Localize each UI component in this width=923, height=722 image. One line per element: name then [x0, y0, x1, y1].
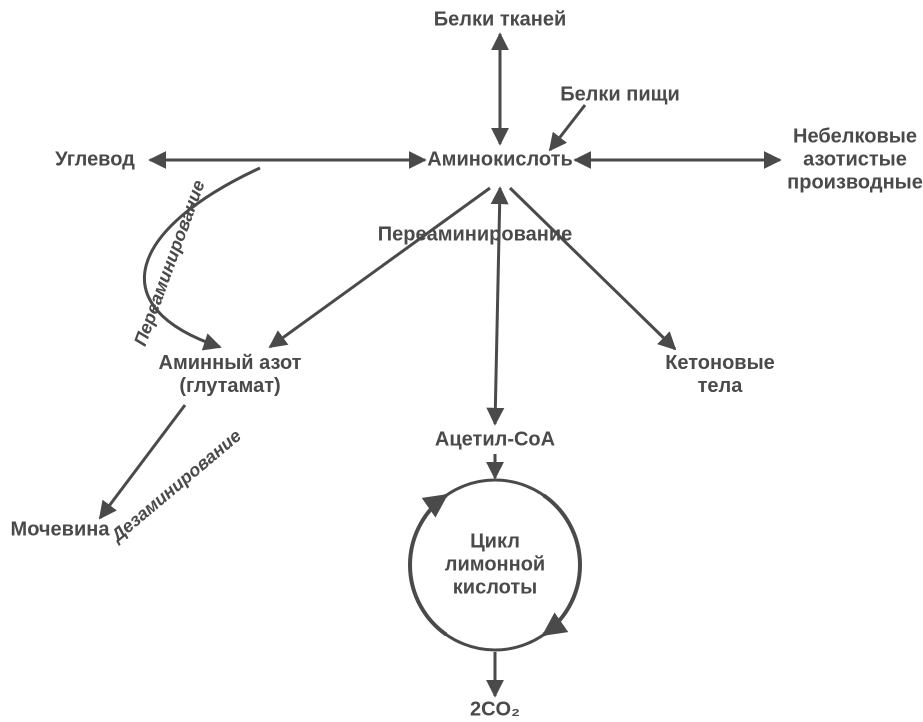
- tissue_proteins: Белки тканей: [434, 8, 567, 30]
- co2: 2CO₂: [470, 698, 520, 720]
- amino_acids-line0: Аминокислоть: [427, 148, 573, 170]
- cycle-line1: лимонной: [445, 553, 545, 575]
- nonprotein-line2: производные: [787, 171, 923, 193]
- cycle-line0: Цикл: [470, 530, 520, 552]
- metabolism-diagram: Переаминирование Дезаминирование Белки тка…: [0, 0, 923, 722]
- urea-line0: Мочевина: [11, 518, 111, 540]
- amine_nitrogen-line1: (глутамат): [179, 375, 280, 397]
- nonprotein: Небелковыеазотистыепроизводные: [787, 125, 923, 193]
- carbohydrate: Углевод: [55, 148, 135, 170]
- cycle: Цикллимоннойкислоты: [445, 530, 545, 598]
- amino_acids: Аминокислоть: [427, 148, 573, 170]
- nonprotein-line0: Небелковые: [793, 125, 917, 147]
- edge-label-deamination: Дезаминирование: [106, 425, 245, 546]
- acetyl_coa-line0: Ацетил-CoA: [435, 428, 555, 450]
- ketone_bodies: Кетоновыетела: [665, 352, 775, 397]
- ketone_bodies-line1: тела: [698, 375, 744, 397]
- food_proteins: Белки пищи: [560, 83, 680, 105]
- amine_nitrogen: Аминный азот(глутамат): [159, 352, 302, 397]
- nonprotein-line1: азотистые: [803, 148, 907, 170]
- acetyl_coa: Ацетил-CoA: [435, 428, 555, 450]
- carbohydrate-line0: Углевод: [55, 148, 135, 170]
- cycle-line2: кислоты: [453, 576, 537, 598]
- urea: Мочевина: [11, 518, 111, 540]
- food_proteins-line0: Белки пищи: [560, 83, 680, 105]
- transamination: Переаминирование: [378, 223, 573, 245]
- transamination-line0: Переаминирование: [378, 223, 573, 245]
- amine_nitrogen-line0: Аминный азот: [159, 352, 302, 374]
- co2-line0: 2CO₂: [470, 698, 520, 720]
- ketone_bodies-line0: Кетоновые: [665, 352, 775, 374]
- tissue_proteins-line0: Белки тканей: [434, 8, 567, 30]
